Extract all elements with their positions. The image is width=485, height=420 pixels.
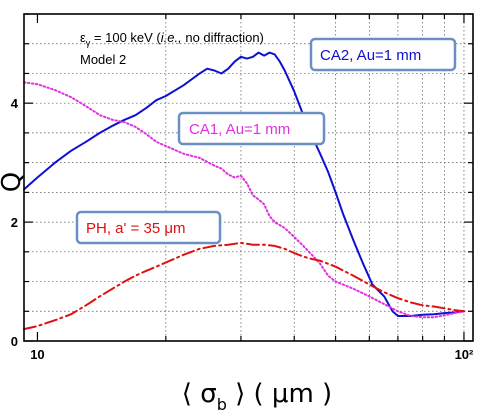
x-axis-label: ⟨ σb ⟩ ( μm ) xyxy=(182,379,332,414)
y-axis-label: Q xyxy=(0,172,27,192)
plot-frame xyxy=(23,13,474,342)
series-line-2 xyxy=(23,241,465,331)
legend-ca1: CA1, Au=1 mm xyxy=(177,111,326,146)
annotation-energy: εγ = 100 keV (i.e., no diffraction) xyxy=(80,30,264,48)
y-tick-label: 2 xyxy=(11,215,18,230)
annotation-model: Model 2 xyxy=(80,52,126,67)
legend-ca1-text: CA1, Au=1 mm xyxy=(189,121,290,138)
series-layer xyxy=(23,51,465,331)
tick-layer: 0 2 4 10 10² xyxy=(11,13,474,362)
legend-ca2-text: CA2, Au=1 mm xyxy=(320,47,421,64)
legend-ph: PH, a' = 35 μm xyxy=(75,210,222,245)
legend-ca2: CA2, Au=1 mm xyxy=(309,37,457,72)
legend-ph-text: PH, a' = 35 μm xyxy=(86,220,185,237)
series-line-0 xyxy=(23,51,465,317)
x-tick-label: 10 xyxy=(30,347,44,362)
x-tick-label: 10² xyxy=(455,347,474,362)
series-line-1 xyxy=(23,81,465,319)
y-tick-label: 4 xyxy=(11,96,19,111)
y-tick-label: 0 xyxy=(11,334,18,349)
